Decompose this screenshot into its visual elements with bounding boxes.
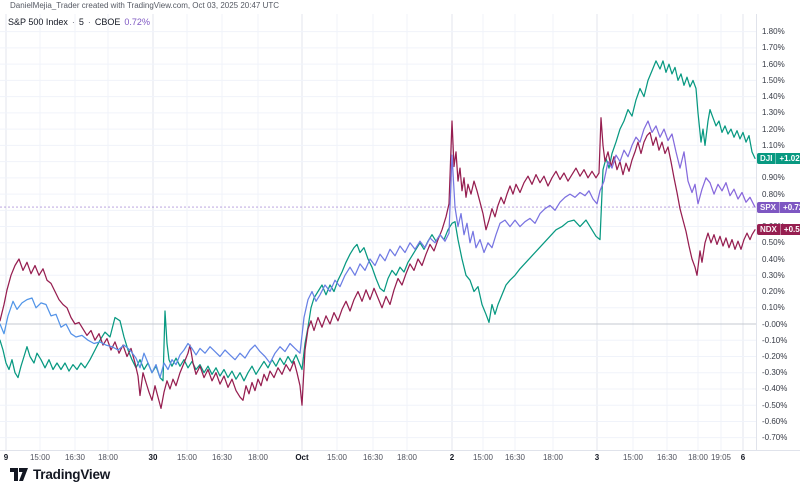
price-axis-label: 0.20% (762, 287, 785, 297)
time-axis-label: 16:30 (656, 453, 678, 462)
badge-symbol: NDX (760, 225, 777, 235)
attribution-text: DanielMejia_Trader created with TradingV… (10, 1, 280, 10)
badge-symbol: SPX (760, 202, 777, 212)
time-axis-label: 19:05 (710, 453, 732, 462)
price-axis-label: 1.70% (762, 43, 785, 53)
time-axis-label: 15:00 (326, 453, 348, 462)
price-axis-label: 0.30% (762, 270, 785, 280)
price-axis-label: 0.10% (762, 303, 785, 313)
price-axis-label: -0.20% (762, 351, 788, 361)
price-axis-label: -0.70% (762, 433, 788, 443)
price-axis-label: 1.80% (762, 27, 785, 37)
time-axis-label: 15:00 (472, 453, 494, 462)
symbol-legend[interactable]: S&P 500 Index · 5 · CBOE 0.72% (8, 17, 150, 27)
price-axis-label: -0.30% (762, 368, 788, 378)
badge-value: +1.02% (775, 152, 800, 164)
price-axis-label: 1.20% (762, 124, 785, 134)
price-axis-label: 0.80% (762, 189, 785, 199)
time-axis-label: 18:00 (396, 453, 418, 462)
price-axis-label: 1.10% (762, 140, 785, 150)
price-axis-label: 0.50% (762, 238, 785, 248)
time-axis-label: 30 (148, 453, 158, 462)
price-axis-label: -0.10% (762, 335, 788, 345)
price-badge-ndx: NDX+0.58% (757, 224, 800, 236)
tradingview-logo-icon[interactable] (10, 467, 28, 482)
time-axis-label: 18:00 (542, 453, 564, 462)
legend-separator: · (71, 17, 75, 27)
price-axis-label: -0.40% (762, 384, 788, 394)
tradingview-brand-label[interactable]: TradingView (33, 467, 111, 482)
legend-symbol-title: S&P 500 Index (8, 17, 68, 27)
time-axis[interactable] (0, 451, 756, 465)
time-axis-label: 15:00 (176, 453, 198, 462)
time-axis-label: 16:30 (504, 453, 526, 462)
price-axis-label: 1.60% (762, 59, 785, 69)
time-axis-label: 16:30 (64, 453, 86, 462)
legend-exchange: CBOE (94, 17, 121, 27)
bottom-toolbar: TradingView (10, 467, 110, 482)
price-axis-border (756, 14, 757, 450)
price-axis-label: -0.50% (762, 400, 788, 410)
legend-interval[interactable]: 5 (78, 17, 84, 27)
chart-canvas[interactable] (0, 0, 800, 466)
time-axis-label: 2 (449, 453, 455, 462)
time-axis-label: 16:30 (211, 453, 233, 462)
series-line-spx[interactable] (0, 120, 756, 379)
time-axis-label: 18:00 (687, 453, 709, 462)
price-axis-label: -0.00% (762, 319, 788, 329)
badge-symbol: DJI (760, 153, 773, 163)
price-badge-spx: SPX+0.72% (757, 201, 800, 213)
time-axis-label: 15:00 (29, 453, 51, 462)
price-axis[interactable] (757, 14, 800, 450)
legend-change-value: 0.72% (124, 17, 150, 27)
price-axis-label: 0.40% (762, 254, 785, 264)
time-axis-border (0, 450, 800, 451)
price-axis-label: 1.50% (762, 75, 785, 85)
series-line-ndx[interactable] (0, 117, 756, 410)
legend-separator: · (87, 17, 91, 27)
time-axis-label: 6 (740, 453, 746, 462)
time-axis-label: 15:00 (622, 453, 644, 462)
price-axis-label: 1.30% (762, 108, 785, 118)
price-axis-label: -0.60% (762, 416, 788, 426)
time-axis-label: 18:00 (97, 453, 119, 462)
price-axis-label: 0.90% (762, 173, 785, 183)
time-axis-label: 18:00 (247, 453, 269, 462)
badge-value: +0.58% (779, 224, 800, 236)
time-axis-label: 3 (594, 453, 600, 462)
time-axis-label: Oct (295, 453, 309, 462)
time-axis-label: 16:30 (362, 453, 384, 462)
time-axis-label: 9 (3, 453, 9, 462)
series-line-dji[interactable] (0, 60, 756, 382)
badge-value: +0.72% (779, 201, 800, 213)
price-axis-label: 1.40% (762, 92, 785, 102)
price-badge-dji: DJI+1.02% (757, 152, 800, 164)
